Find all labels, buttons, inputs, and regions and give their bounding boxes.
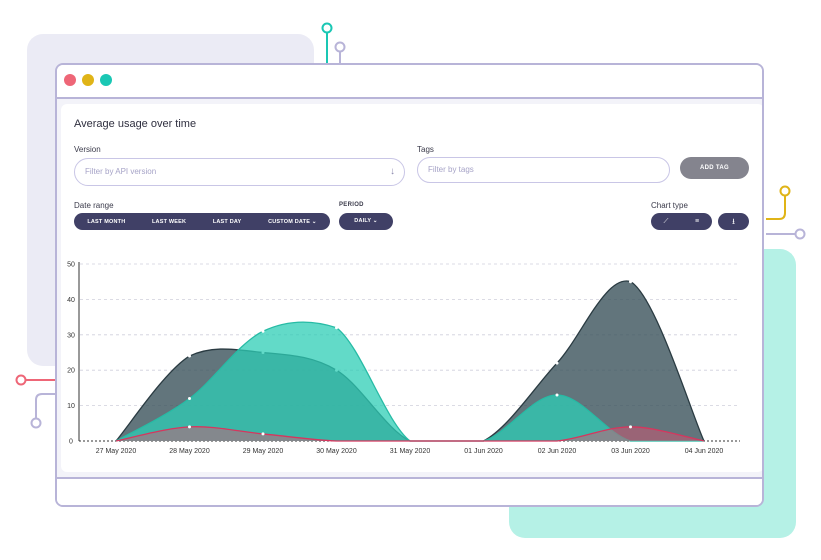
window-titlebar <box>57 65 762 99</box>
line-chart-icon[interactable]: ⟋ <box>663 218 669 225</box>
chevron-down-icon: ⌄ <box>311 218 317 225</box>
x-tick-label: 27 May 2020 <box>96 448 137 455</box>
data-point[interactable] <box>188 354 191 358</box>
x-tick-label: 03 Jun 2020 <box>611 448 650 455</box>
close-window-dot[interactable] <box>64 74 76 86</box>
data-point[interactable] <box>335 326 338 330</box>
period-value: DAILY <box>354 218 372 224</box>
footer-divider <box>57 477 762 479</box>
series-area-teal <box>116 322 704 441</box>
maximize-window-dot[interactable] <box>100 74 112 86</box>
data-point[interactable] <box>555 393 559 397</box>
period-dropdown[interactable]: DAILY ⌄ <box>339 213 393 230</box>
date-option-custom-date[interactable]: CUSTOM DATE ⌄ <box>268 219 317 225</box>
version-filter-input[interactable]: Filter by API version ↓ <box>74 158 405 186</box>
data-point[interactable] <box>261 329 265 333</box>
download-icon[interactable]: ⭳ <box>718 213 749 230</box>
y-tick-label: 20 <box>67 368 75 375</box>
arrow-down-icon: ↓ <box>390 166 395 177</box>
data-point[interactable] <box>629 280 632 284</box>
period-label: PERIOD <box>339 202 364 208</box>
x-tick-label: 30 May 2020 <box>316 448 357 455</box>
y-tick-label: 40 <box>67 297 75 304</box>
date-option-last-month[interactable]: LAST MONTH <box>87 218 126 225</box>
series-area-teal-line <box>115 321 704 442</box>
data-point[interactable] <box>188 397 191 401</box>
x-tick-label: 31 May 2020 <box>390 448 431 455</box>
minimize-window-dot[interactable] <box>82 74 94 86</box>
bar-chart-icon[interactable]: ≡ <box>694 218 700 225</box>
tags-label: Tags <box>417 145 434 154</box>
x-tick-label: 01 Jun 2020 <box>464 448 503 455</box>
version-label: Version <box>74 145 101 154</box>
panel-title: Average usage over time <box>74 118 197 130</box>
y-tick-label: 10 <box>67 403 75 410</box>
x-tick-label: 29 May 2020 <box>243 448 284 455</box>
tags-filter-input[interactable]: Filter by tags <box>417 157 670 183</box>
x-tick-label: 02 Jun 2020 <box>538 448 577 455</box>
series-area-pink <box>116 426 704 441</box>
date-range-label: Date range <box>74 201 114 210</box>
chart-type-toggle: ⟋ ≡ <box>651 213 712 230</box>
y-tick-label: 30 <box>67 332 75 339</box>
data-point[interactable] <box>555 361 559 365</box>
series-area-pink-line <box>115 426 705 442</box>
date-option-last-week[interactable]: LAST WEEK <box>152 218 187 225</box>
x-tick-label: 04 Jun 2020 <box>685 448 724 455</box>
data-point[interactable] <box>261 432 265 436</box>
date-range-selector: LAST MONTH LAST WEEK LAST DAY CUSTOM DAT… <box>74 213 330 230</box>
data-point[interactable] <box>188 425 191 429</box>
y-tick-label: 0 <box>69 439 73 446</box>
tags-placeholder: Filter by tags <box>428 165 474 174</box>
window-footer <box>57 479 762 505</box>
y-tick-label: 50 <box>67 262 75 269</box>
custom-date-label: CUSTOM DATE <box>268 218 311 225</box>
x-tick-label: 28 May 2020 <box>169 448 210 455</box>
chevron-down-icon: ⌄ <box>372 218 378 224</box>
add-tag-button[interactable]: ADD TAG <box>680 157 749 179</box>
chart-type-label: Chart type <box>651 201 688 210</box>
date-option-last-day[interactable]: LAST DAY <box>212 218 242 225</box>
data-point[interactable] <box>629 425 632 429</box>
version-placeholder: Filter by API version <box>85 167 157 176</box>
